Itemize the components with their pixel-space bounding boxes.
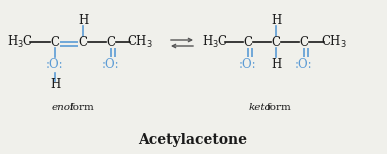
Text: H: H <box>271 14 281 26</box>
Text: H$_3$C: H$_3$C <box>7 34 33 50</box>
Text: H$_3$C: H$_3$C <box>202 34 228 50</box>
Text: C: C <box>300 36 308 49</box>
Text: form: form <box>70 103 94 113</box>
Text: C: C <box>106 36 115 49</box>
Text: C: C <box>272 36 281 49</box>
Text: C: C <box>243 36 252 49</box>
Text: C: C <box>79 36 87 49</box>
Text: form: form <box>267 103 291 113</box>
Text: :O:: :O: <box>295 59 313 71</box>
Text: :O:: :O: <box>46 59 64 71</box>
Text: Acetylacetone: Acetylacetone <box>139 133 248 147</box>
Text: enol: enol <box>52 103 74 113</box>
Text: H: H <box>78 14 88 26</box>
Text: H: H <box>50 79 60 91</box>
Text: :O:: :O: <box>239 59 257 71</box>
Text: CH$_3$: CH$_3$ <box>127 34 153 50</box>
Text: keto: keto <box>248 103 271 113</box>
Text: C: C <box>50 36 60 49</box>
Text: H: H <box>271 59 281 71</box>
Text: CH$_3$: CH$_3$ <box>321 34 347 50</box>
Text: :O:: :O: <box>102 59 120 71</box>
